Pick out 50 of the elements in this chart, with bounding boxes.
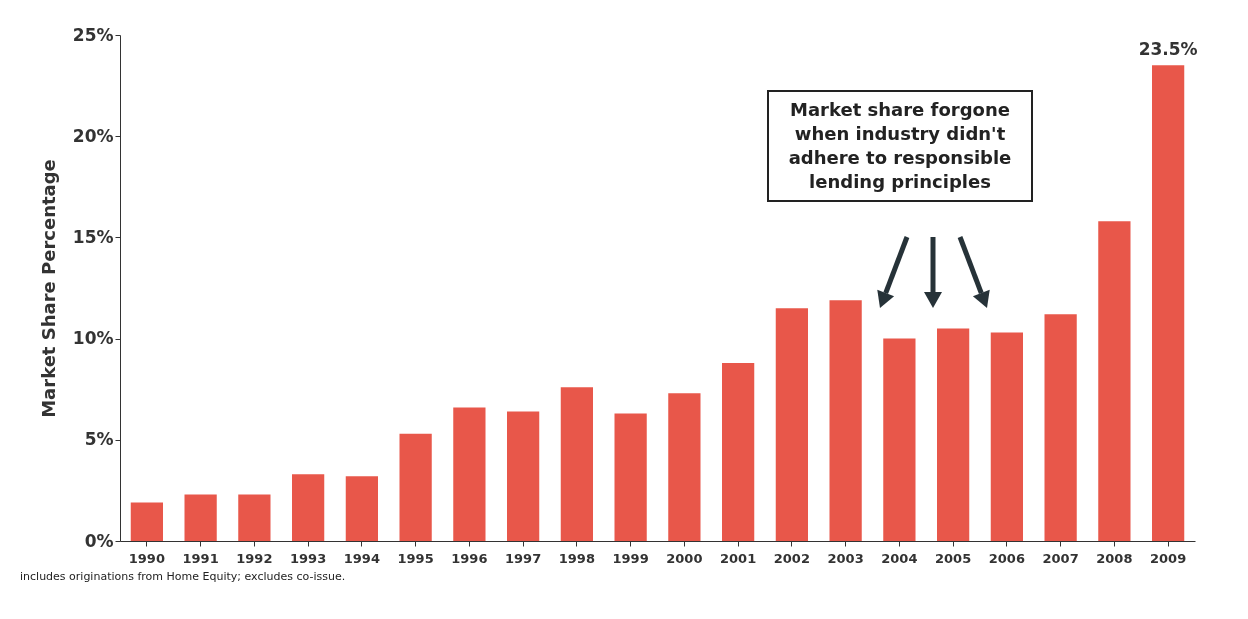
x-tick-label: 1995 <box>397 550 434 566</box>
bar <box>990 332 1023 541</box>
bar <box>614 413 647 541</box>
text: includes originations from Home Equity; excludes co-issue. <box>20 570 346 583</box>
bar <box>668 393 701 541</box>
x-tick-label: 1991 <box>182 550 219 566</box>
bar <box>345 476 378 541</box>
data-label: 23.5% <box>1138 39 1198 60</box>
y-tick-label: 0% <box>84 530 114 551</box>
bar <box>238 494 271 541</box>
bar <box>775 308 808 541</box>
x-tick-label: 2005 <box>935 550 972 566</box>
bar <box>1098 221 1131 541</box>
bar <box>130 502 163 541</box>
x-tick-label: 1993 <box>290 550 327 566</box>
x-tick-label: 2006 <box>988 550 1025 566</box>
bar <box>184 494 217 541</box>
bar <box>399 433 432 541</box>
x-tick-label: 2003 <box>827 550 864 566</box>
x-tick-label: 1990 <box>128 550 165 566</box>
bar <box>722 362 755 541</box>
y-tick-label: 20% <box>72 125 114 146</box>
x-tick-label: 1999 <box>612 550 649 566</box>
x-tick-label: 2007 <box>1042 550 1079 566</box>
x-tick-label: 2004 <box>881 550 918 566</box>
x-tick-label: 1996 <box>451 550 488 566</box>
bar <box>507 411 540 541</box>
y-axis-title: Market Share Percentage <box>37 159 59 418</box>
x-tick-label: 1997 <box>505 550 542 566</box>
x-tick-label: 2000 <box>666 550 703 566</box>
y-tick-label: 5% <box>84 429 114 450</box>
x-tick-label: 2009 <box>1150 550 1187 566</box>
bar <box>1044 314 1077 541</box>
bar <box>560 387 593 541</box>
bar <box>883 338 916 541</box>
x-tick-label: 2001 <box>720 550 757 566</box>
bar <box>1152 65 1185 541</box>
x-tick-label: 2002 <box>773 550 810 566</box>
y-tick-label: 15% <box>72 226 114 247</box>
bar <box>829 300 862 541</box>
x-tick-label: 1998 <box>558 550 595 566</box>
bar <box>292 474 325 541</box>
bar <box>937 328 970 541</box>
y-tick-label: 25% <box>72 24 114 45</box>
y-tick-label: 10% <box>72 328 114 349</box>
bar <box>453 407 486 541</box>
x-tick-label: 1992 <box>236 550 273 566</box>
annotation: Market share forgone when industry didn't adhere to responsible lending principles <box>767 90 1033 202</box>
x-tick-label: 2008 <box>1096 550 1133 566</box>
x-tick-label: 1994 <box>343 550 380 566</box>
